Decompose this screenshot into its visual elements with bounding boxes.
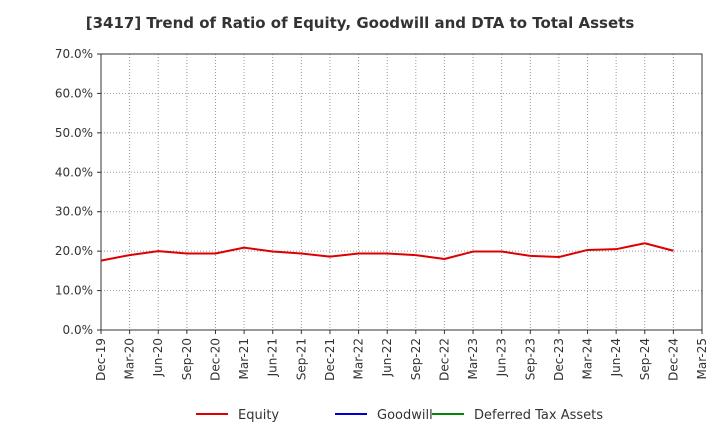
- x-tick-label: Mar-24: [581, 338, 595, 379]
- legend: Equity Goodwill Deferred Tax Assets: [196, 408, 603, 423]
- x-tick-label: Sep-24: [638, 338, 652, 380]
- x-tick-label: Jun-21: [266, 338, 280, 377]
- x-tick-label: Sep-21: [294, 338, 308, 380]
- x-tick-label: Dec-19: [94, 338, 108, 381]
- plot-frame: [100, 53, 703, 331]
- x-tick-label: Jun-20: [151, 338, 165, 377]
- series-lines: [100, 242, 674, 262]
- x-tick-label: Mar-20: [123, 338, 137, 379]
- x-tick-label: Mar-21: [237, 338, 251, 379]
- x-tick-label: Mar-25: [695, 338, 709, 379]
- x-tick-label: Dec-22: [437, 338, 451, 381]
- x-tick-label: Sep-20: [180, 338, 194, 380]
- y-tick-label: 20.0%: [55, 244, 93, 258]
- x-tick-label: Jun-23: [495, 338, 509, 377]
- x-tick-label: Dec-20: [208, 338, 222, 381]
- series-line-equity: [100, 242, 674, 262]
- y-tick-label: 30.0%: [55, 205, 93, 219]
- x-tick-label: Mar-22: [352, 338, 366, 379]
- y-tick-label: 40.0%: [55, 165, 93, 179]
- chart-title: [3417] Trend of Ratio of Equity, Goodwil…: [85, 14, 635, 32]
- x-tick-label: Dec-21: [323, 338, 337, 381]
- x-tick-label: Sep-23: [523, 338, 537, 380]
- x-tick-label: Dec-23: [552, 338, 566, 381]
- legend-label: Equity: [238, 408, 279, 423]
- x-tick-label: Sep-22: [409, 338, 423, 380]
- x-tick-label: Jun-24: [609, 338, 623, 377]
- y-tick-label: 0.0%: [63, 323, 94, 337]
- y-tick-label: 50.0%: [55, 126, 93, 140]
- y-tick-label: 70.0%: [55, 47, 93, 61]
- x-tick-label: Mar-23: [466, 338, 480, 379]
- y-tick-label: 60.0%: [55, 86, 93, 100]
- x-tick-label: Dec-24: [666, 338, 680, 381]
- y-tick-label: 10.0%: [55, 284, 93, 298]
- legend-label: Deferred Tax Assets: [474, 408, 603, 423]
- x-tick-label: Jun-22: [380, 338, 394, 377]
- legend-label: Goodwill: [377, 408, 433, 423]
- axes: 0.0% 10.0% 20.0% 30.0% 40.0% 50.0% 60.0% 70.0% D…: [55, 47, 709, 381]
- grid-lines: [100, 53, 703, 331]
